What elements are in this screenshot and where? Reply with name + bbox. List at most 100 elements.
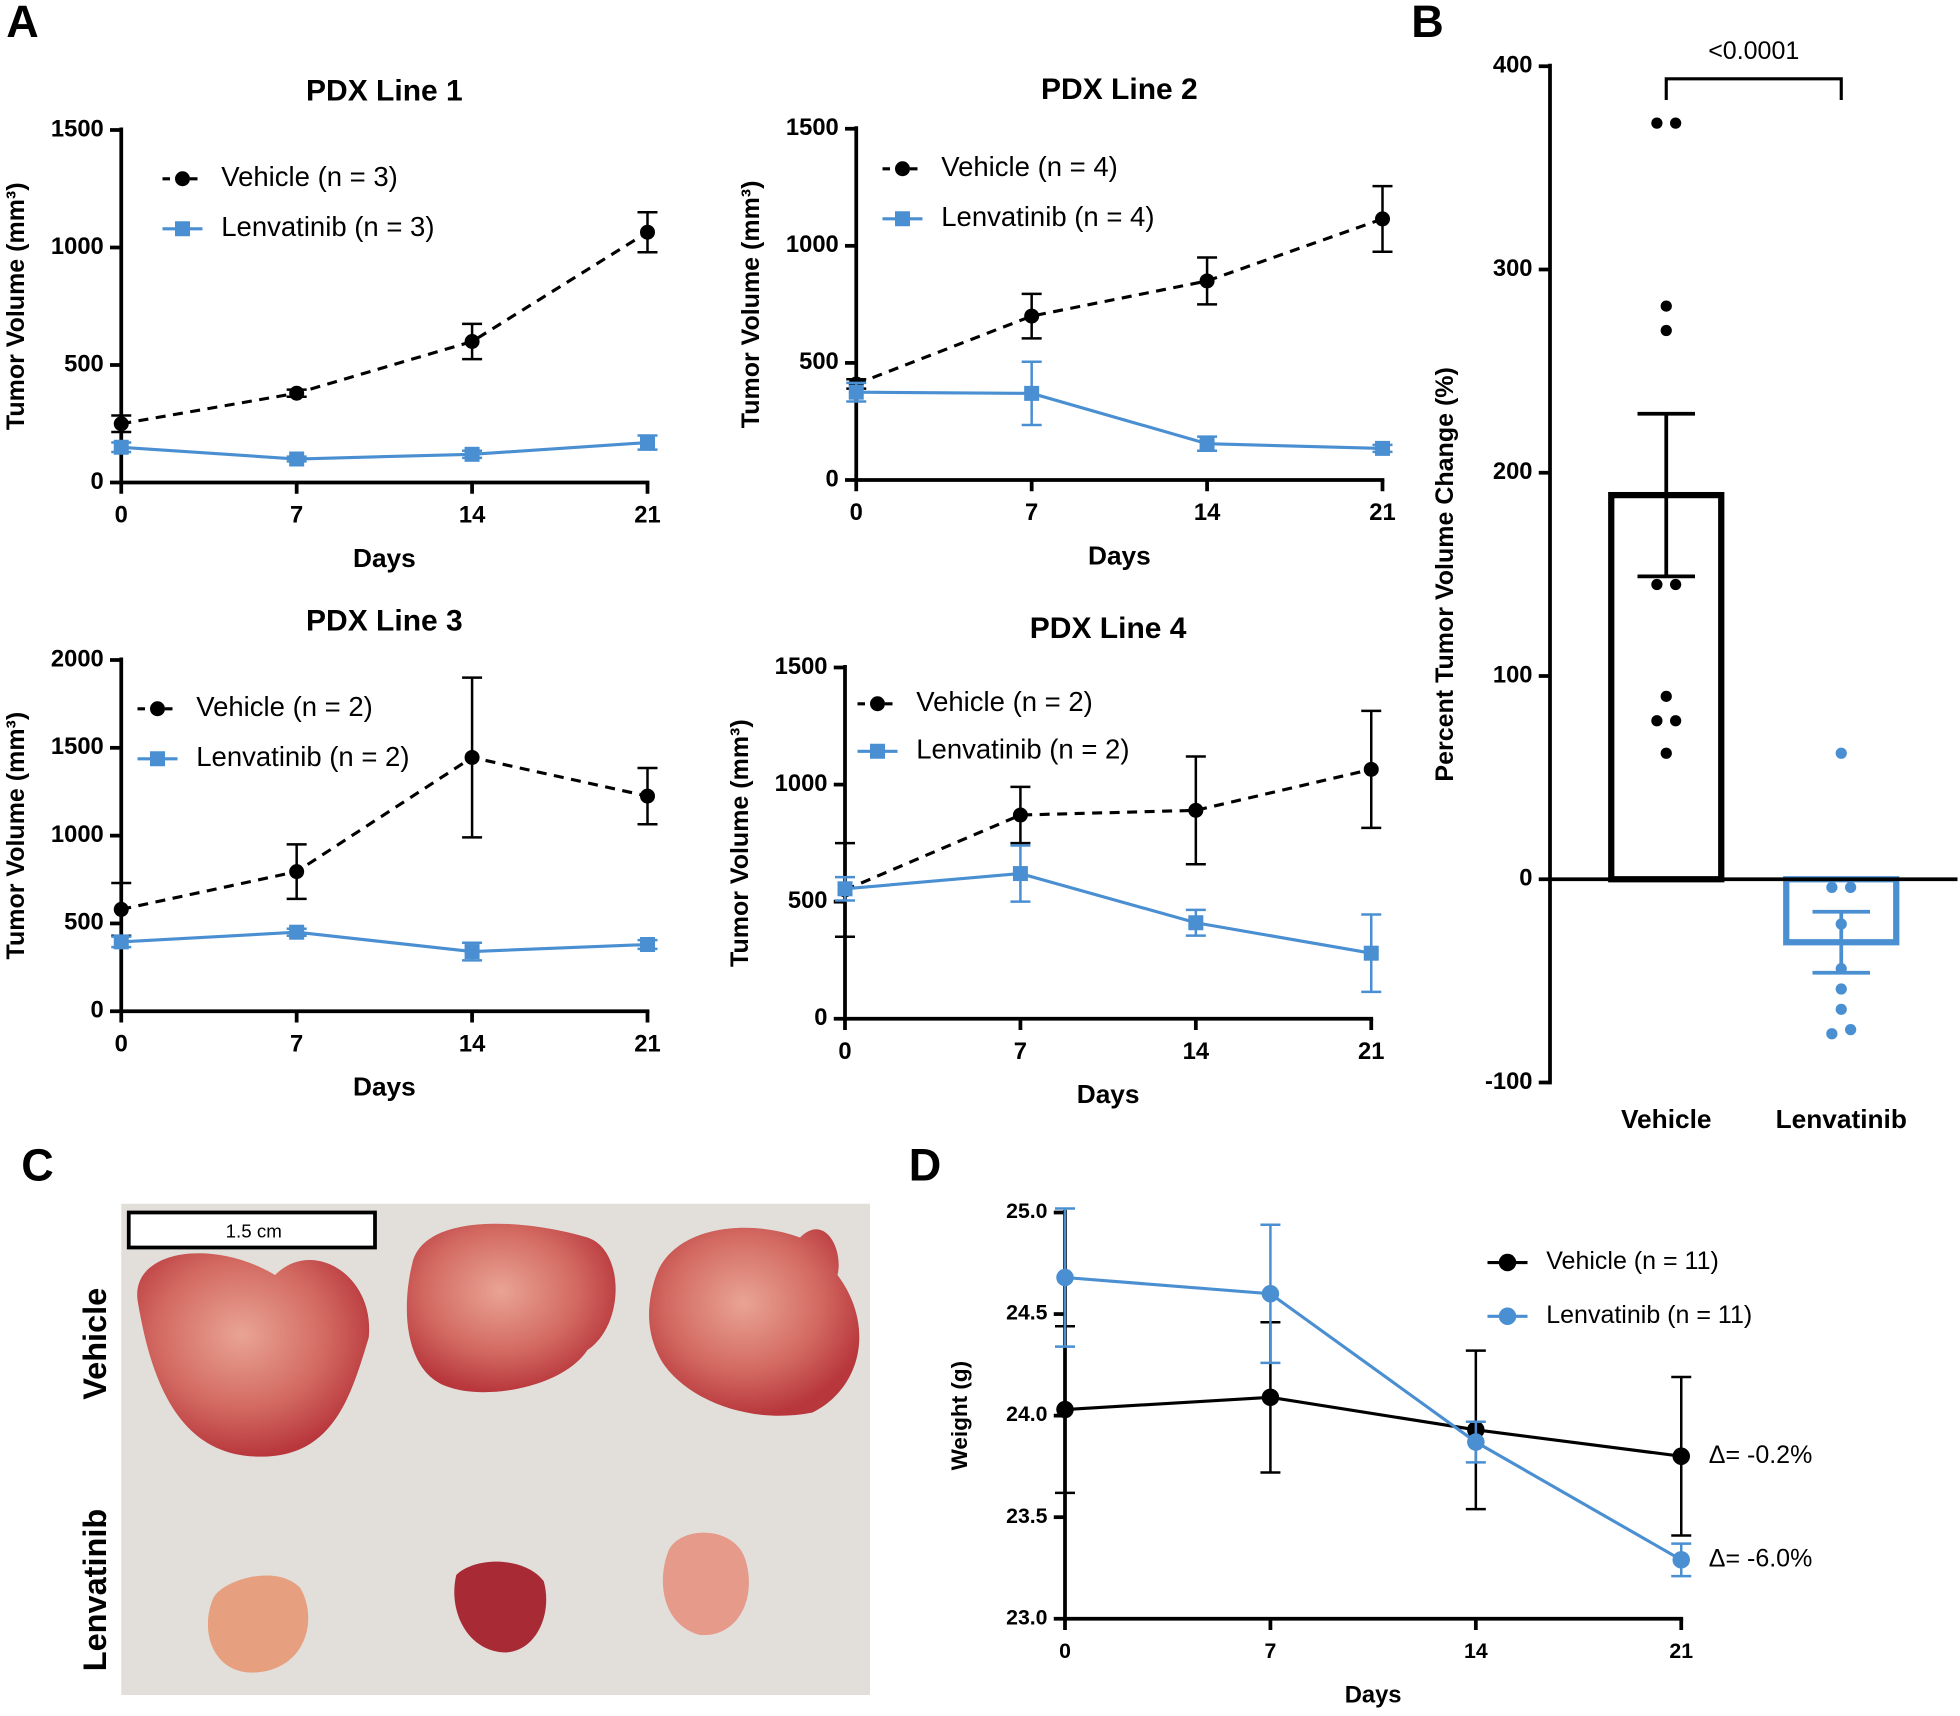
y-tick-label: 1500 [51,733,104,760]
x-tick-label: Vehicle [1621,1104,1711,1134]
legend-label: Lenvatinib (n = 4) [941,201,1154,232]
panel-label: B [1411,0,1444,47]
y-tick-label: 2000 [51,645,104,672]
x-tick-label: 14 [1464,1639,1488,1663]
marker [1467,1433,1485,1451]
data-point [1845,1024,1857,1036]
y-tick-label: 500 [799,348,839,375]
legend-label: Vehicle (n = 2) [916,686,1093,717]
annotation: Δ= -0.2% [1709,1441,1813,1469]
data-point [1826,881,1838,894]
marker [640,224,655,240]
y-tick-label: 500 [788,887,828,914]
y-tick-label: 400 [1493,52,1533,79]
marker [464,944,480,960]
marker [464,446,480,462]
y-tick-label: 200 [1493,458,1533,485]
data-point [1660,324,1672,337]
data-point [1835,983,1847,995]
y-tick-label: 1000 [51,233,104,260]
series-line [855,217,1384,386]
x-tick-label: 14 [1194,499,1221,526]
series-line [120,755,648,911]
x-tick-label: 7 [1014,1038,1027,1065]
tumor [406,1223,616,1393]
legend-label: Vehicle (n = 2) [196,691,373,722]
y-tick-label: 1500 [786,114,839,141]
x-tick-label: 7 [290,502,303,529]
y-tick-label: 1500 [775,653,828,680]
legend-marker [150,701,166,717]
marker [640,435,655,451]
x-axis-label: Days [1088,540,1151,570]
panel-label: D [909,1140,942,1191]
tumor [649,1227,860,1416]
x-tick-label: Lenvatinib [1776,1104,1907,1134]
annotation: Δ= -6.0% [1709,1544,1813,1572]
y-tick-label: 300 [1493,255,1533,282]
marker [1199,273,1215,289]
y-tick-label: 1000 [786,231,839,258]
marker [1261,1388,1280,1407]
y-tick-label: 500 [64,909,104,936]
series-line [1064,1395,1682,1458]
x-tick-label: 14 [459,502,486,529]
y-tick-label: -100 [1485,1068,1533,1095]
legend-label: Vehicle (n = 11) [1546,1247,1719,1275]
y-axis-label: Percent Tumor Volume Change (%) [1431,367,1459,781]
x-tick-label: 0 [115,1030,128,1057]
data-point [1835,747,1847,759]
y-tick-label: 100 [1493,661,1533,688]
legend-label: Lenvatinib (n = 11) [1546,1301,1752,1329]
data-point [1660,300,1672,312]
marker [1261,1285,1280,1303]
marker [837,881,853,897]
x-tick-label: 0 [838,1038,851,1065]
series-line [844,767,1372,892]
tumor [137,1253,370,1457]
y-tick-label: 1500 [51,115,104,142]
y-tick-label: 24.0 [1006,1402,1047,1426]
marker [640,937,655,953]
row-label: Lenvatinib [77,1509,113,1672]
y-tick-label: 0 [814,1004,827,1031]
photo: 1.5 cm Vehicle Lenvatinib [77,1203,871,1695]
y-tick-label: 1000 [51,821,104,848]
y-tick-label: 0 [91,997,104,1024]
legend-label: Vehicle (n = 3) [221,161,398,192]
panel-label: A [6,0,39,47]
marker [1056,1400,1074,1419]
marker [1012,807,1028,823]
x-tick-label: 7 [1025,499,1038,526]
marker [1199,436,1215,452]
x-tick-label: 0 [1059,1639,1071,1663]
series-line [120,230,649,426]
tumor [454,1561,547,1653]
marker [289,924,305,940]
y-axis-label: Tumor Volume (mm³) [2,712,30,960]
x-tick-label: 0 [850,499,863,526]
x-tick-label: 0 [115,502,128,529]
y-axis-label: Weight (g) [947,1361,972,1471]
marker [113,901,129,917]
legend-marker [175,171,191,187]
data-point [1835,1003,1847,1015]
x-tick-label: 21 [1369,499,1395,526]
x-tick-label: 21 [634,502,660,529]
data-point [1660,690,1672,702]
y-tick-label: 23.5 [1006,1504,1048,1528]
x-tick-label: 14 [1183,1038,1210,1065]
series-line [844,871,1372,955]
legend-marker [870,696,885,712]
data-point [1670,117,1682,129]
series-line [121,440,648,461]
marker [1188,915,1204,931]
series-line [121,930,648,954]
y-tick-label: 0 [91,468,104,495]
marker [1363,761,1379,777]
x-tick-label: 21 [634,1030,660,1057]
data-point [1670,715,1682,727]
significance-bracket [1664,77,1843,100]
marker [1672,1551,1690,1569]
